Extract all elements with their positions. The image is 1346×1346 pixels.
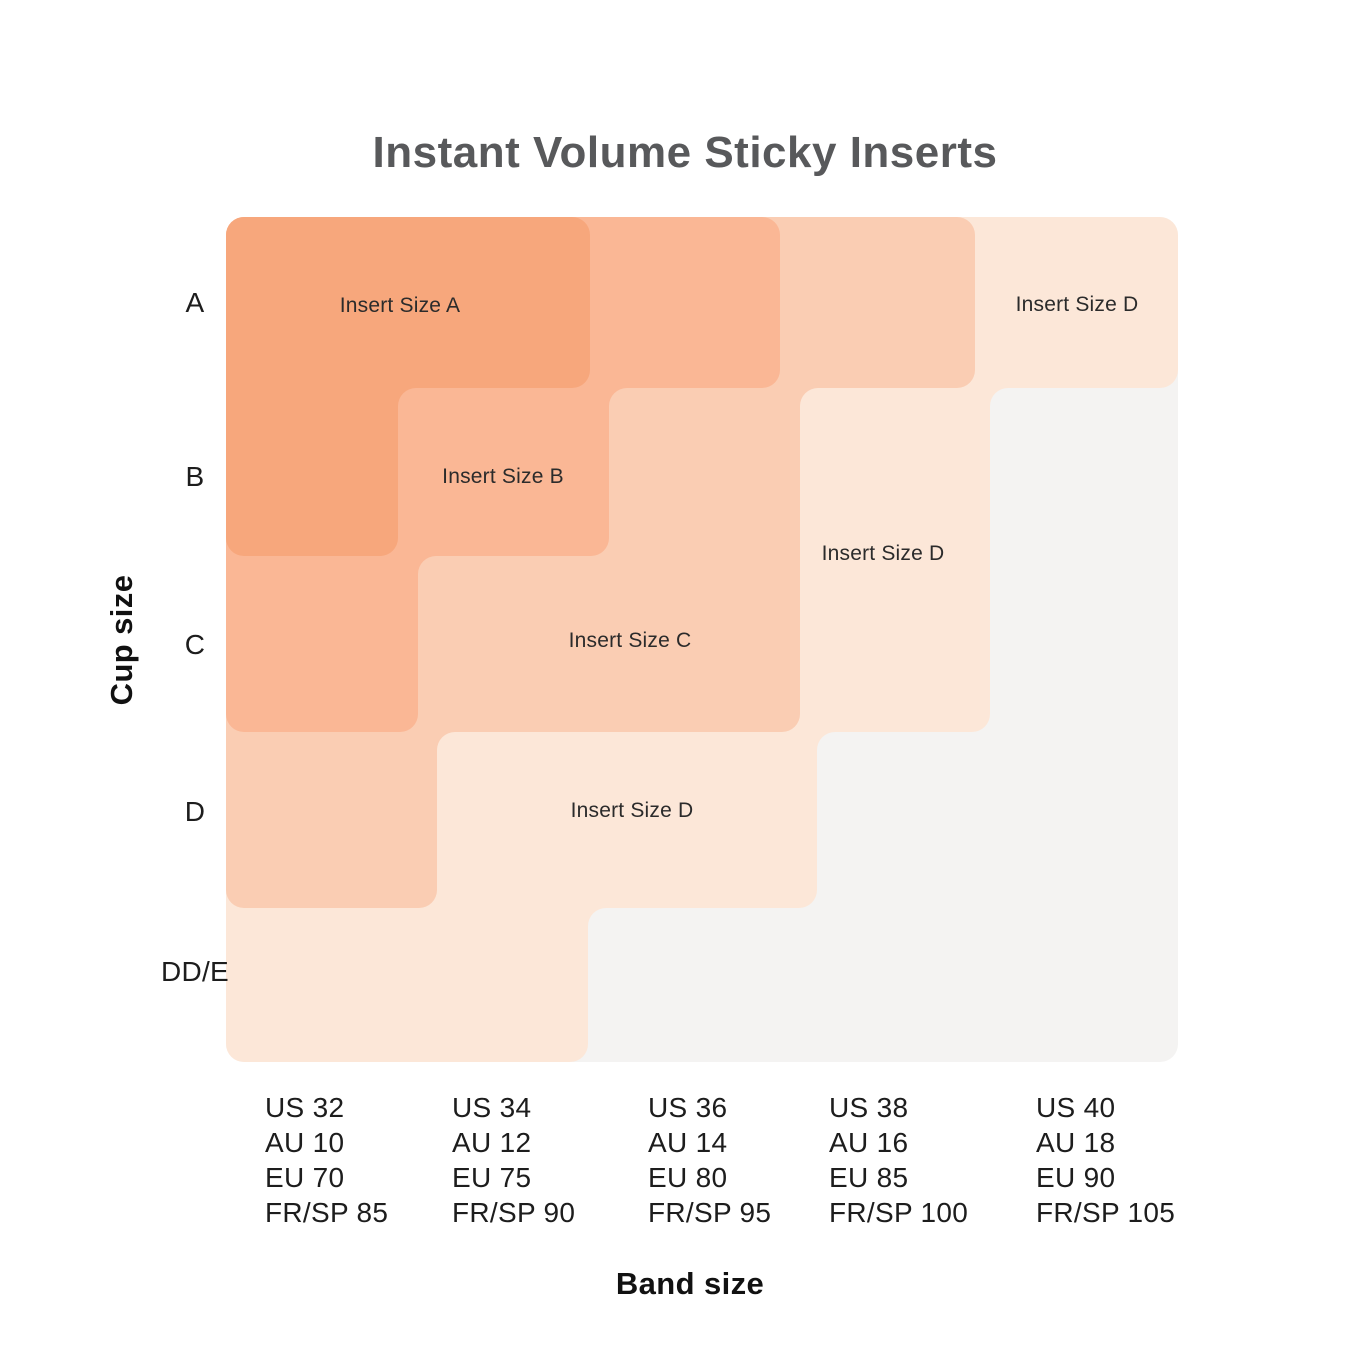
band-frsp: FR/SP 105 bbox=[1036, 1197, 1176, 1228]
region-label: Insert Size D bbox=[1015, 293, 1139, 316]
region-label: Insert Size B bbox=[442, 465, 564, 488]
band-au: AU 14 bbox=[648, 1127, 728, 1158]
cup-size-label-b: B bbox=[185, 461, 205, 492]
cup-size-label-c: C bbox=[184, 629, 206, 660]
x-axis-title: Band size bbox=[615, 1266, 765, 1301]
band-eu: EU 85 bbox=[829, 1162, 909, 1193]
band-au: AU 18 bbox=[1036, 1127, 1116, 1158]
band-us: US 32 bbox=[265, 1092, 345, 1123]
insert-size-a-region bbox=[226, 217, 590, 556]
cup-size-label-a: A bbox=[185, 287, 205, 318]
band-eu: EU 80 bbox=[648, 1162, 728, 1193]
band-size-tick-38: US 38 AU 16 EU 85 FR/SP 100 bbox=[829, 1090, 968, 1230]
cup-size-label-dde: DD/E bbox=[160, 956, 230, 987]
region-label: Insert Size C bbox=[568, 629, 692, 652]
band-frsp: FR/SP 100 bbox=[829, 1197, 969, 1228]
band-au: AU 12 bbox=[452, 1127, 532, 1158]
band-size-tick-40: US 40 AU 18 EU 90 FR/SP 105 bbox=[1036, 1090, 1175, 1230]
band-frsp: FR/SP 95 bbox=[648, 1197, 772, 1228]
band-au: AU 10 bbox=[265, 1127, 345, 1158]
band-au: AU 16 bbox=[829, 1127, 909, 1158]
cup-size-label-d: D bbox=[184, 796, 206, 827]
band-frsp: FR/SP 85 bbox=[265, 1197, 389, 1228]
band-size-tick-36: US 36 AU 14 EU 80 FR/SP 95 bbox=[648, 1090, 771, 1230]
band-us: US 40 bbox=[1036, 1092, 1116, 1123]
region-label: Insert Size D bbox=[570, 799, 694, 822]
band-us: US 34 bbox=[452, 1092, 532, 1123]
region-label: Insert Size D bbox=[821, 542, 945, 565]
band-us: US 36 bbox=[648, 1092, 728, 1123]
band-us: US 38 bbox=[829, 1092, 909, 1123]
chart-title: Instant Volume Sticky Inserts bbox=[372, 128, 998, 177]
band-size-tick-32: US 32 AU 10 EU 70 FR/SP 85 bbox=[265, 1090, 388, 1230]
band-eu: EU 90 bbox=[1036, 1162, 1116, 1193]
band-eu: EU 75 bbox=[452, 1162, 532, 1193]
insert-size-heatmap bbox=[226, 217, 1178, 1062]
band-eu: EU 70 bbox=[265, 1162, 345, 1193]
region-label: Insert Size A bbox=[339, 294, 461, 317]
y-axis-title: Cup size bbox=[104, 574, 139, 706]
band-size-tick-34: US 34 AU 12 EU 75 FR/SP 90 bbox=[452, 1090, 575, 1230]
band-frsp: FR/SP 90 bbox=[452, 1197, 576, 1228]
